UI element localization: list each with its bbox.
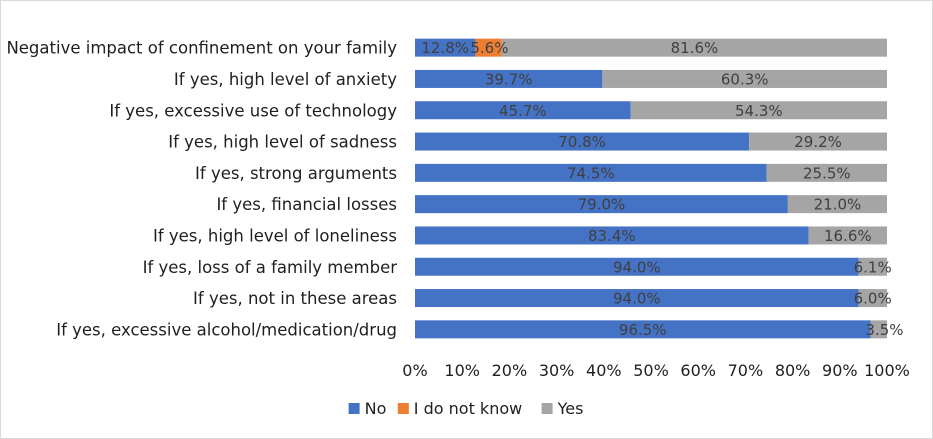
bars-layer	[415, 38, 887, 339]
data-label: 60.3%	[721, 70, 769, 88]
category-label: If yes, high level of loneliness	[153, 226, 397, 245]
data-label: 83.4%	[588, 227, 636, 245]
x-tick-label: 10%	[444, 361, 480, 380]
bar-segment-no	[415, 289, 859, 308]
bar-segment-yes	[858, 257, 887, 276]
legend-label: Yes	[557, 399, 584, 418]
data-label: 94.0%	[613, 258, 661, 276]
data-label: 25.5%	[803, 164, 851, 182]
bar-segment-yes	[858, 289, 887, 308]
x-tick-label: 50%	[633, 361, 669, 380]
category-label: Negative impact of confinement on your f…	[6, 39, 397, 58]
legend-swatch	[397, 403, 409, 414]
bar-segment-yes	[808, 226, 887, 245]
x-tick-label: 90%	[822, 361, 858, 380]
data-label: 81.6%	[671, 39, 719, 57]
category-label: If yes, excessive use of technology	[109, 101, 397, 120]
legend-swatch	[348, 403, 360, 414]
category-labels-layer: Negative impact of confinement on your f…	[6, 39, 397, 340]
x-tick-label: 0%	[402, 361, 427, 380]
x-tick-label: 40%	[586, 361, 622, 380]
bar-segment-yes	[870, 320, 887, 339]
bar-segment-no	[415, 132, 750, 151]
x-tick-label: 30%	[539, 361, 575, 380]
data-label: 96.5%	[619, 321, 667, 339]
data-label: 6.0%	[854, 290, 892, 308]
legend: No I do not know Yes	[348, 399, 584, 418]
data-labels-layer: 12.8% 5.6% 81.6% 39.7% 60.3% 45.7% 54.3% 70.8% 2…	[421, 39, 903, 339]
data-label: 6.1%	[854, 258, 892, 276]
category-label: If yes, excessive alcohol/medication/dru…	[56, 320, 397, 339]
data-label: 5.6%	[470, 39, 508, 57]
bar-segment-no	[415, 38, 476, 57]
category-label: If yes, high level of anxiety	[174, 70, 397, 89]
category-label: If yes, not in these areas	[193, 289, 397, 308]
data-label: 79.0%	[578, 196, 626, 214]
legend-label: I do not know	[414, 399, 522, 418]
bar-segment-no	[415, 226, 809, 245]
data-label: 16.6%	[824, 227, 872, 245]
bar-segment-i-do-not-know	[475, 38, 502, 57]
category-label: If yes, financial losses	[216, 195, 397, 214]
bar-segment-no	[415, 69, 603, 88]
category-label: If yes, loss of a family member	[143, 258, 398, 277]
x-tick-label: 100%	[864, 361, 910, 380]
legend-label: No	[365, 399, 387, 418]
bar-segment-yes	[766, 163, 887, 182]
data-label: 45.7%	[499, 102, 547, 120]
category-label: If yes, strong arguments	[195, 164, 397, 183]
data-label: 54.3%	[735, 102, 783, 120]
bar-segment-no	[415, 163, 767, 182]
data-label: 12.8%	[421, 39, 469, 57]
bar-segment-yes	[749, 132, 887, 151]
legend-swatch	[541, 403, 553, 414]
x-tick-label: 60%	[680, 361, 716, 380]
bar-segment-yes	[787, 195, 887, 214]
data-label: 3.5%	[865, 321, 903, 339]
data-label: 29.2%	[794, 133, 842, 151]
bar-segment-yes	[602, 69, 887, 88]
data-label: 21.0%	[814, 196, 862, 214]
category-label: If yes, high level of sadness	[168, 133, 397, 152]
bar-segment-yes	[630, 101, 887, 120]
x-tick-label: 80%	[775, 361, 811, 380]
bar-segment-no	[415, 257, 859, 276]
bar-segment-no	[415, 101, 631, 120]
bar-segment-yes	[501, 38, 887, 57]
data-label: 39.7%	[485, 70, 533, 88]
bar-segment-no	[415, 320, 871, 339]
data-label: 74.5%	[567, 164, 615, 182]
x-axis-ticks-layer: 0% 10% 20% 30% 40% 50% 60% 70% 80% 90% 100%	[402, 361, 910, 380]
bar-segment-no	[415, 195, 788, 214]
x-tick-label: 20%	[492, 361, 528, 380]
data-label: 94.0%	[613, 290, 661, 308]
x-tick-label: 70%	[728, 361, 764, 380]
data-label: 70.8%	[558, 133, 606, 151]
